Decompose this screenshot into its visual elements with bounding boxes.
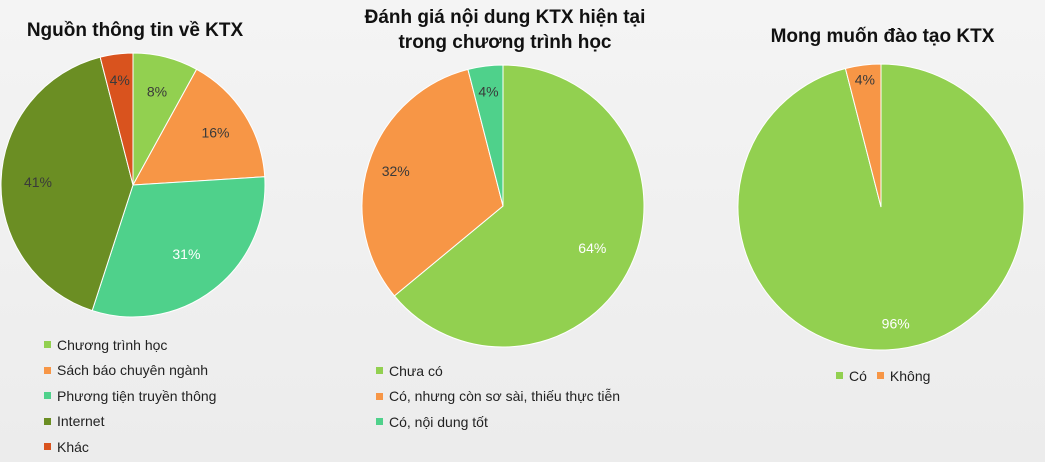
legend-item-khong: Không xyxy=(876,363,931,389)
legend-swatch xyxy=(376,418,383,426)
legend-item-co-nhung-con-so-sai-thieu-thuc-tien: Có, nhưng còn sơ sài, thiếu thực tiễn xyxy=(376,384,620,410)
legend-swatch xyxy=(836,372,843,380)
legend-label: Không xyxy=(889,367,931,384)
data-label-co: 96% xyxy=(882,315,910,331)
pie-slice-chua-co xyxy=(393,64,645,348)
legend-label: Khác xyxy=(57,438,89,455)
chart-legend: Chưa có Có, nhưng còn sơ sài, thiếu thực … xyxy=(376,358,620,435)
chart-title: Nguồn thông tin về KTX xyxy=(26,20,244,41)
legend-item-khac: Khác xyxy=(44,434,216,460)
data-label-khong: 4% xyxy=(855,71,875,87)
chart-title-line-2: trong chương trình học xyxy=(398,32,612,53)
legend-item-chua-co: Chưa có xyxy=(376,358,620,384)
pie-slice-phuong-tien-truyen-thong xyxy=(91,176,266,318)
chart-mong-muon-dao-tao: Mong muốn đào tạo KTX 96% 4% Có Không xyxy=(730,0,1045,462)
data-label-co-nhung-con-so-sai-thieu-thuc-tien: 32% xyxy=(382,163,410,179)
chart-title: Đánh giá nội dung KTX hiện tại trong chư… xyxy=(340,5,670,55)
legend-swatch xyxy=(376,367,383,375)
legend-swatch xyxy=(876,372,884,380)
chart-legend: Có Không xyxy=(836,363,940,389)
legend-label: Sách báo chuyên ngành xyxy=(57,362,209,379)
legend-label: Có xyxy=(849,367,867,384)
chart-legend: Chương trình học Sách báo chuyên ngành Phư… xyxy=(44,332,216,460)
legend-swatch xyxy=(44,341,51,349)
chart-title-line-1: Đánh giá nội dung KTX hiện tại xyxy=(364,7,646,28)
chart-title: Mong muốn đào tạo KTX xyxy=(770,26,995,47)
pie-slice-khong xyxy=(844,63,882,208)
legend-item-sach-bao-chuyen-nganh: Sách báo chuyên ngành xyxy=(44,358,216,384)
legend-label: Chương trình học xyxy=(57,336,168,353)
pie-slice-co-nhung-con-so-sai-thieu-thuc-tien xyxy=(361,68,504,297)
legend-swatch xyxy=(44,443,51,451)
legend-label: Chưa có xyxy=(389,362,443,379)
legend-label: Phương tiện truyền thông xyxy=(57,387,217,404)
pie-slice-khac xyxy=(99,52,134,186)
pie-slice-co-noi-dung-tot xyxy=(467,64,504,207)
data-label-co-noi-dung-tot: 4% xyxy=(478,83,498,99)
pie-slice-sach-bao-chuyen-nganh xyxy=(132,68,266,186)
legend-swatch xyxy=(376,392,383,400)
legend-label: Internet xyxy=(57,413,105,430)
chart-nguon-thong-tin: Nguồn thông tin về KTX 8% 16% 31% 41% 4% Chư… xyxy=(0,0,275,462)
legend-swatch xyxy=(44,392,51,400)
data-label-sach-bao-chuyen-nganh: 16% xyxy=(201,125,229,141)
legend-swatch xyxy=(44,366,51,374)
pie-chart: 64% 32% 4% xyxy=(361,64,645,348)
legend-item-chuong-trinh-hoc: Chương trình học xyxy=(44,332,216,358)
pie-chart: 96% 4% xyxy=(737,63,1025,351)
legend-item-co-noi-dung-tot: Có, nội dung tốt xyxy=(376,409,620,435)
legend-label: Có, nội dung tốt xyxy=(389,413,488,430)
legend-item-co: Có xyxy=(836,363,867,389)
data-label-chuong-trinh-hoc: 8% xyxy=(147,84,167,100)
legend-item-internet: Internet xyxy=(44,409,216,435)
chart-danh-gia-noi-dung: Đánh giá nội dung KTX hiện tại trong chư… xyxy=(340,0,670,462)
data-label-khac: 4% xyxy=(110,72,130,88)
legend-swatch xyxy=(44,417,51,425)
data-label-phuong-tien-truyen-thong: 31% xyxy=(172,246,200,262)
pie-chart: 8% 16% 31% 41% 4% xyxy=(0,52,266,318)
legend-item-phuong-tien-truyen-thong: Phương tiện truyền thông xyxy=(44,383,216,409)
pie-slice-internet xyxy=(0,56,134,312)
legend-label: Có, nhưng còn sơ sài, thiếu thực tiễn xyxy=(389,388,621,405)
data-label-internet: 41% xyxy=(24,174,52,190)
data-label-chua-co: 64% xyxy=(578,240,606,256)
